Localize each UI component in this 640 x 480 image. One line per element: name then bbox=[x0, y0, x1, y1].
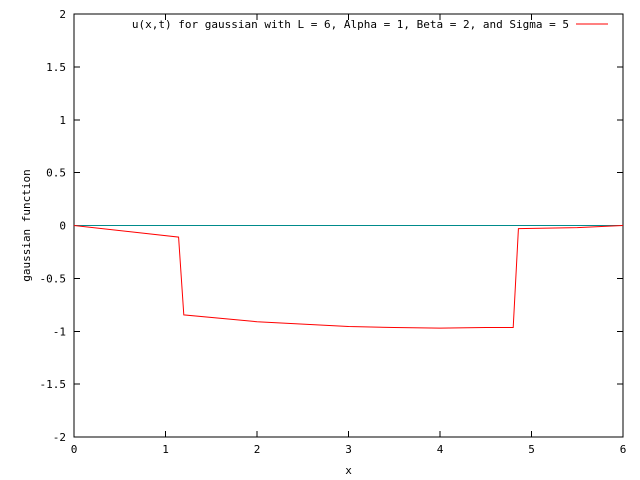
y-tick-label: 0.5 bbox=[46, 167, 66, 180]
y-tick-label: 2 bbox=[59, 8, 66, 21]
y-tick-label: -2 bbox=[53, 431, 66, 444]
legend-label: u(x,t) for gaussian with L = 6, Alpha = … bbox=[132, 18, 569, 31]
series-lines bbox=[73, 225, 624, 329]
x-tick-label: 6 bbox=[620, 443, 627, 456]
legend: u(x,t) for gaussian with L = 6, Alpha = … bbox=[132, 18, 608, 31]
y-tick-label: -0.5 bbox=[40, 272, 67, 285]
x-axis-label: x bbox=[345, 464, 352, 477]
x-tick-label: 5 bbox=[528, 443, 535, 456]
y-tick-label: 0 bbox=[59, 220, 66, 233]
y-axis-label: gaussian function bbox=[20, 169, 33, 282]
x-tick-label: 4 bbox=[437, 443, 444, 456]
y-tick-label: 1 bbox=[59, 114, 66, 127]
y-tick-label: -1.5 bbox=[40, 378, 67, 391]
x-tick-label: 2 bbox=[254, 443, 261, 456]
ticks: 0 1 2 3 4 5 6 -2 -1.5 -1 -0.5 0 0.5 1 1.5 2 bbox=[40, 8, 627, 456]
series-line-0 bbox=[73, 225, 624, 329]
y-tick-label: -1 bbox=[53, 325, 66, 338]
y-tick-label: 1.5 bbox=[46, 61, 66, 74]
x-tick-label: 3 bbox=[345, 443, 352, 456]
x-tick-label: 1 bbox=[162, 443, 169, 456]
x-tick-label: 0 bbox=[71, 443, 78, 456]
